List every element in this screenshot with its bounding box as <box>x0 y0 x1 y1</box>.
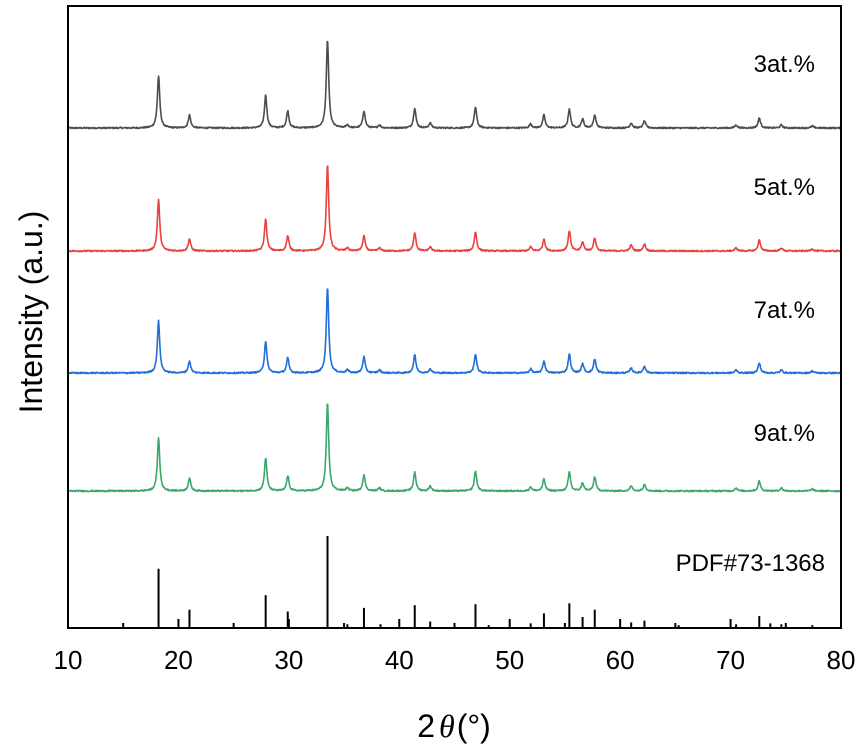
x-axis-title: 2 θ(°) <box>417 708 491 744</box>
series-line-3 <box>67 288 842 375</box>
x-tick-label: 20 <box>164 645 193 675</box>
y-axis-title: Intensity (a.u.) <box>13 211 49 414</box>
x-tick-label: 60 <box>606 645 635 675</box>
plot-frame <box>67 5 842 629</box>
series-labels: 3at.% 5at.% 7at.% 9at.% PDF#73-1368 <box>676 51 825 577</box>
x-tick-label: 40 <box>385 645 414 675</box>
x-tick-label: 10 <box>54 645 83 675</box>
reference-pattern <box>157 536 814 627</box>
series-label-2: 5at.% <box>754 174 815 201</box>
series-label-4: 9at.% <box>754 420 815 447</box>
x-axis-tick-labels: 10 20 30 40 50 60 70 80 <box>54 645 856 675</box>
x-axis-ticks <box>67 619 842 628</box>
reference-label: PDF#73-1368 <box>676 550 825 577</box>
x-tick-label: 70 <box>716 645 745 675</box>
x-tick-label: 80 <box>827 645 856 675</box>
series-line-2 <box>67 165 842 253</box>
x-tick-label: 30 <box>274 645 303 675</box>
series-label-1: 3at.% <box>754 51 815 78</box>
series-layer <box>67 40 842 493</box>
series-label-3: 7at.% <box>754 297 815 324</box>
x-axis-title-unit: (°) <box>457 708 491 744</box>
series-line-1 <box>67 40 842 130</box>
x-tick-label: 50 <box>495 645 524 675</box>
x-axis-title-prefix: 2 <box>417 708 435 744</box>
x-axis-title-symbol: θ <box>439 708 455 744</box>
series-line-4 <box>67 403 842 493</box>
